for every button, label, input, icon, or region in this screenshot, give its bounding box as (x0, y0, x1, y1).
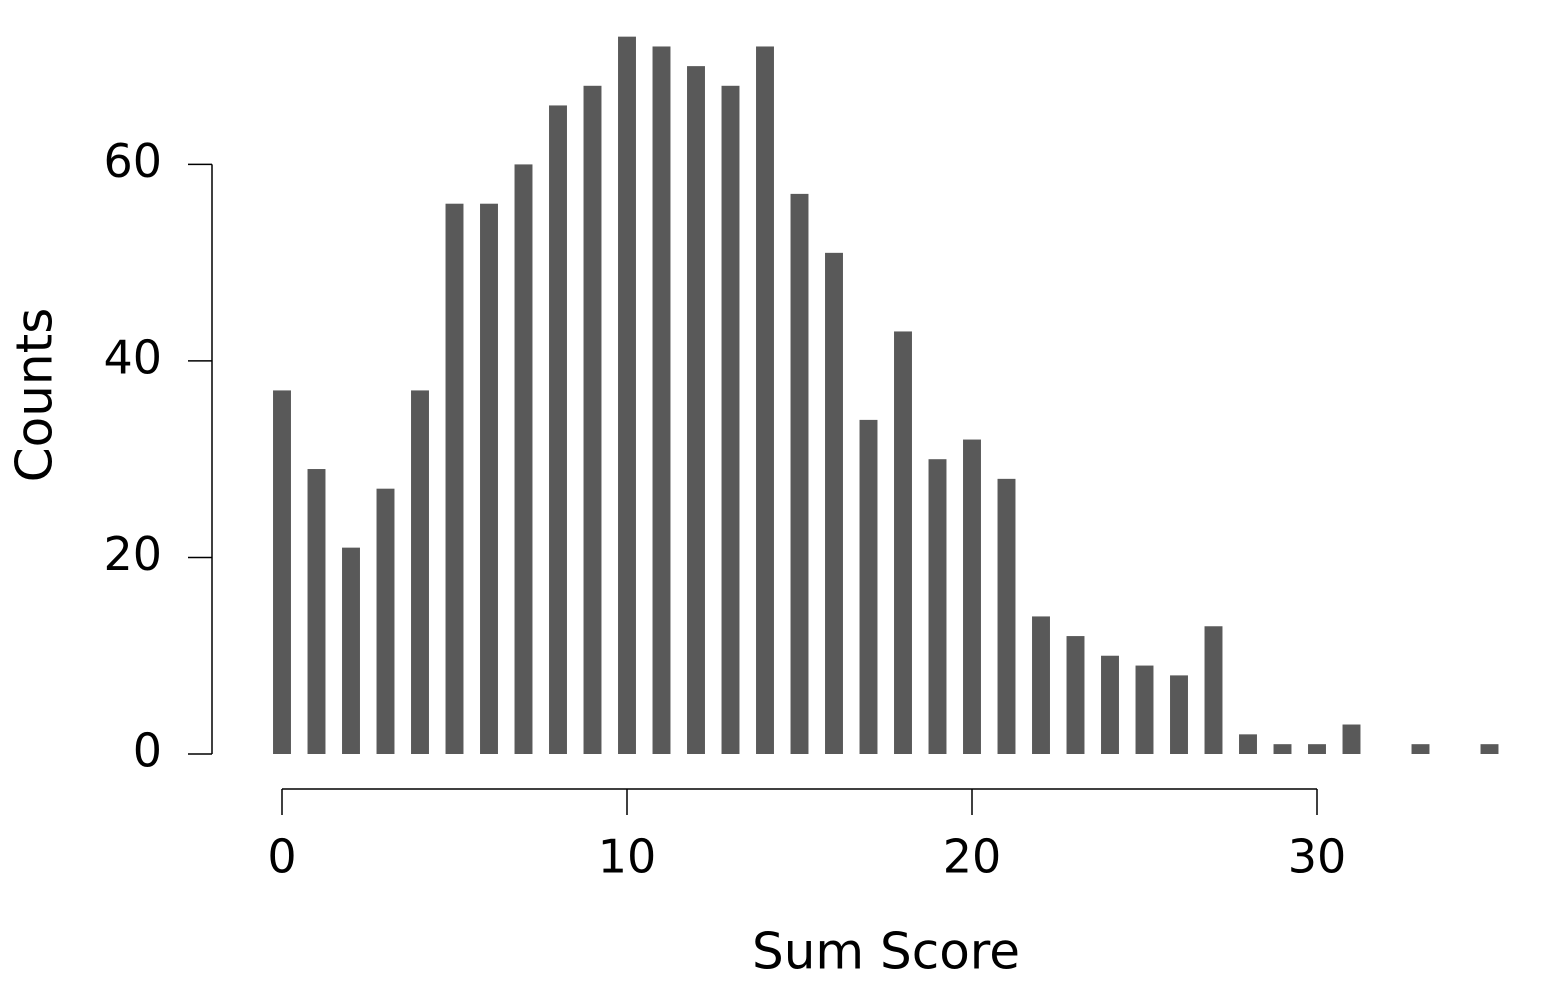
bar (687, 66, 705, 755)
bar (583, 85, 602, 754)
bar (376, 488, 395, 754)
bar (1066, 636, 1085, 754)
x-tick-label: 30 (1288, 830, 1347, 884)
y-tick-label: 40 (103, 330, 162, 384)
bar (1204, 626, 1223, 754)
bar (514, 164, 533, 754)
y-tick-label: 0 (133, 724, 162, 778)
bar (859, 419, 878, 754)
bar (756, 46, 774, 755)
bar (480, 203, 498, 754)
bar (928, 459, 947, 754)
y-axis-title: Counts (6, 308, 64, 483)
bar (1342, 724, 1361, 754)
bar (618, 36, 636, 755)
bar (1135, 665, 1154, 754)
bar (1239, 734, 1257, 754)
bar (411, 390, 429, 754)
x-tick-label: 20 (943, 830, 1002, 884)
bar (1480, 744, 1499, 754)
bar (307, 469, 326, 754)
bar (342, 547, 360, 754)
bar (825, 252, 843, 754)
bar (1032, 616, 1050, 754)
bar (1411, 744, 1430, 754)
bar (549, 105, 567, 754)
bar (721, 85, 740, 754)
bar (1273, 744, 1292, 754)
bar (963, 439, 981, 754)
bar (894, 331, 912, 754)
y-tick-label: 60 (103, 134, 162, 188)
bar (652, 46, 671, 755)
bar (997, 478, 1016, 754)
x-axis-title: Sum Score (752, 923, 1020, 981)
bar (1101, 655, 1119, 754)
x-tick-label: 0 (267, 830, 296, 884)
bar (1308, 744, 1326, 754)
bar (1170, 675, 1188, 754)
y-tick-label: 20 (103, 527, 162, 581)
x-tick-label: 10 (598, 830, 657, 884)
bar (273, 390, 291, 754)
bar (790, 193, 809, 754)
bar (445, 203, 464, 754)
